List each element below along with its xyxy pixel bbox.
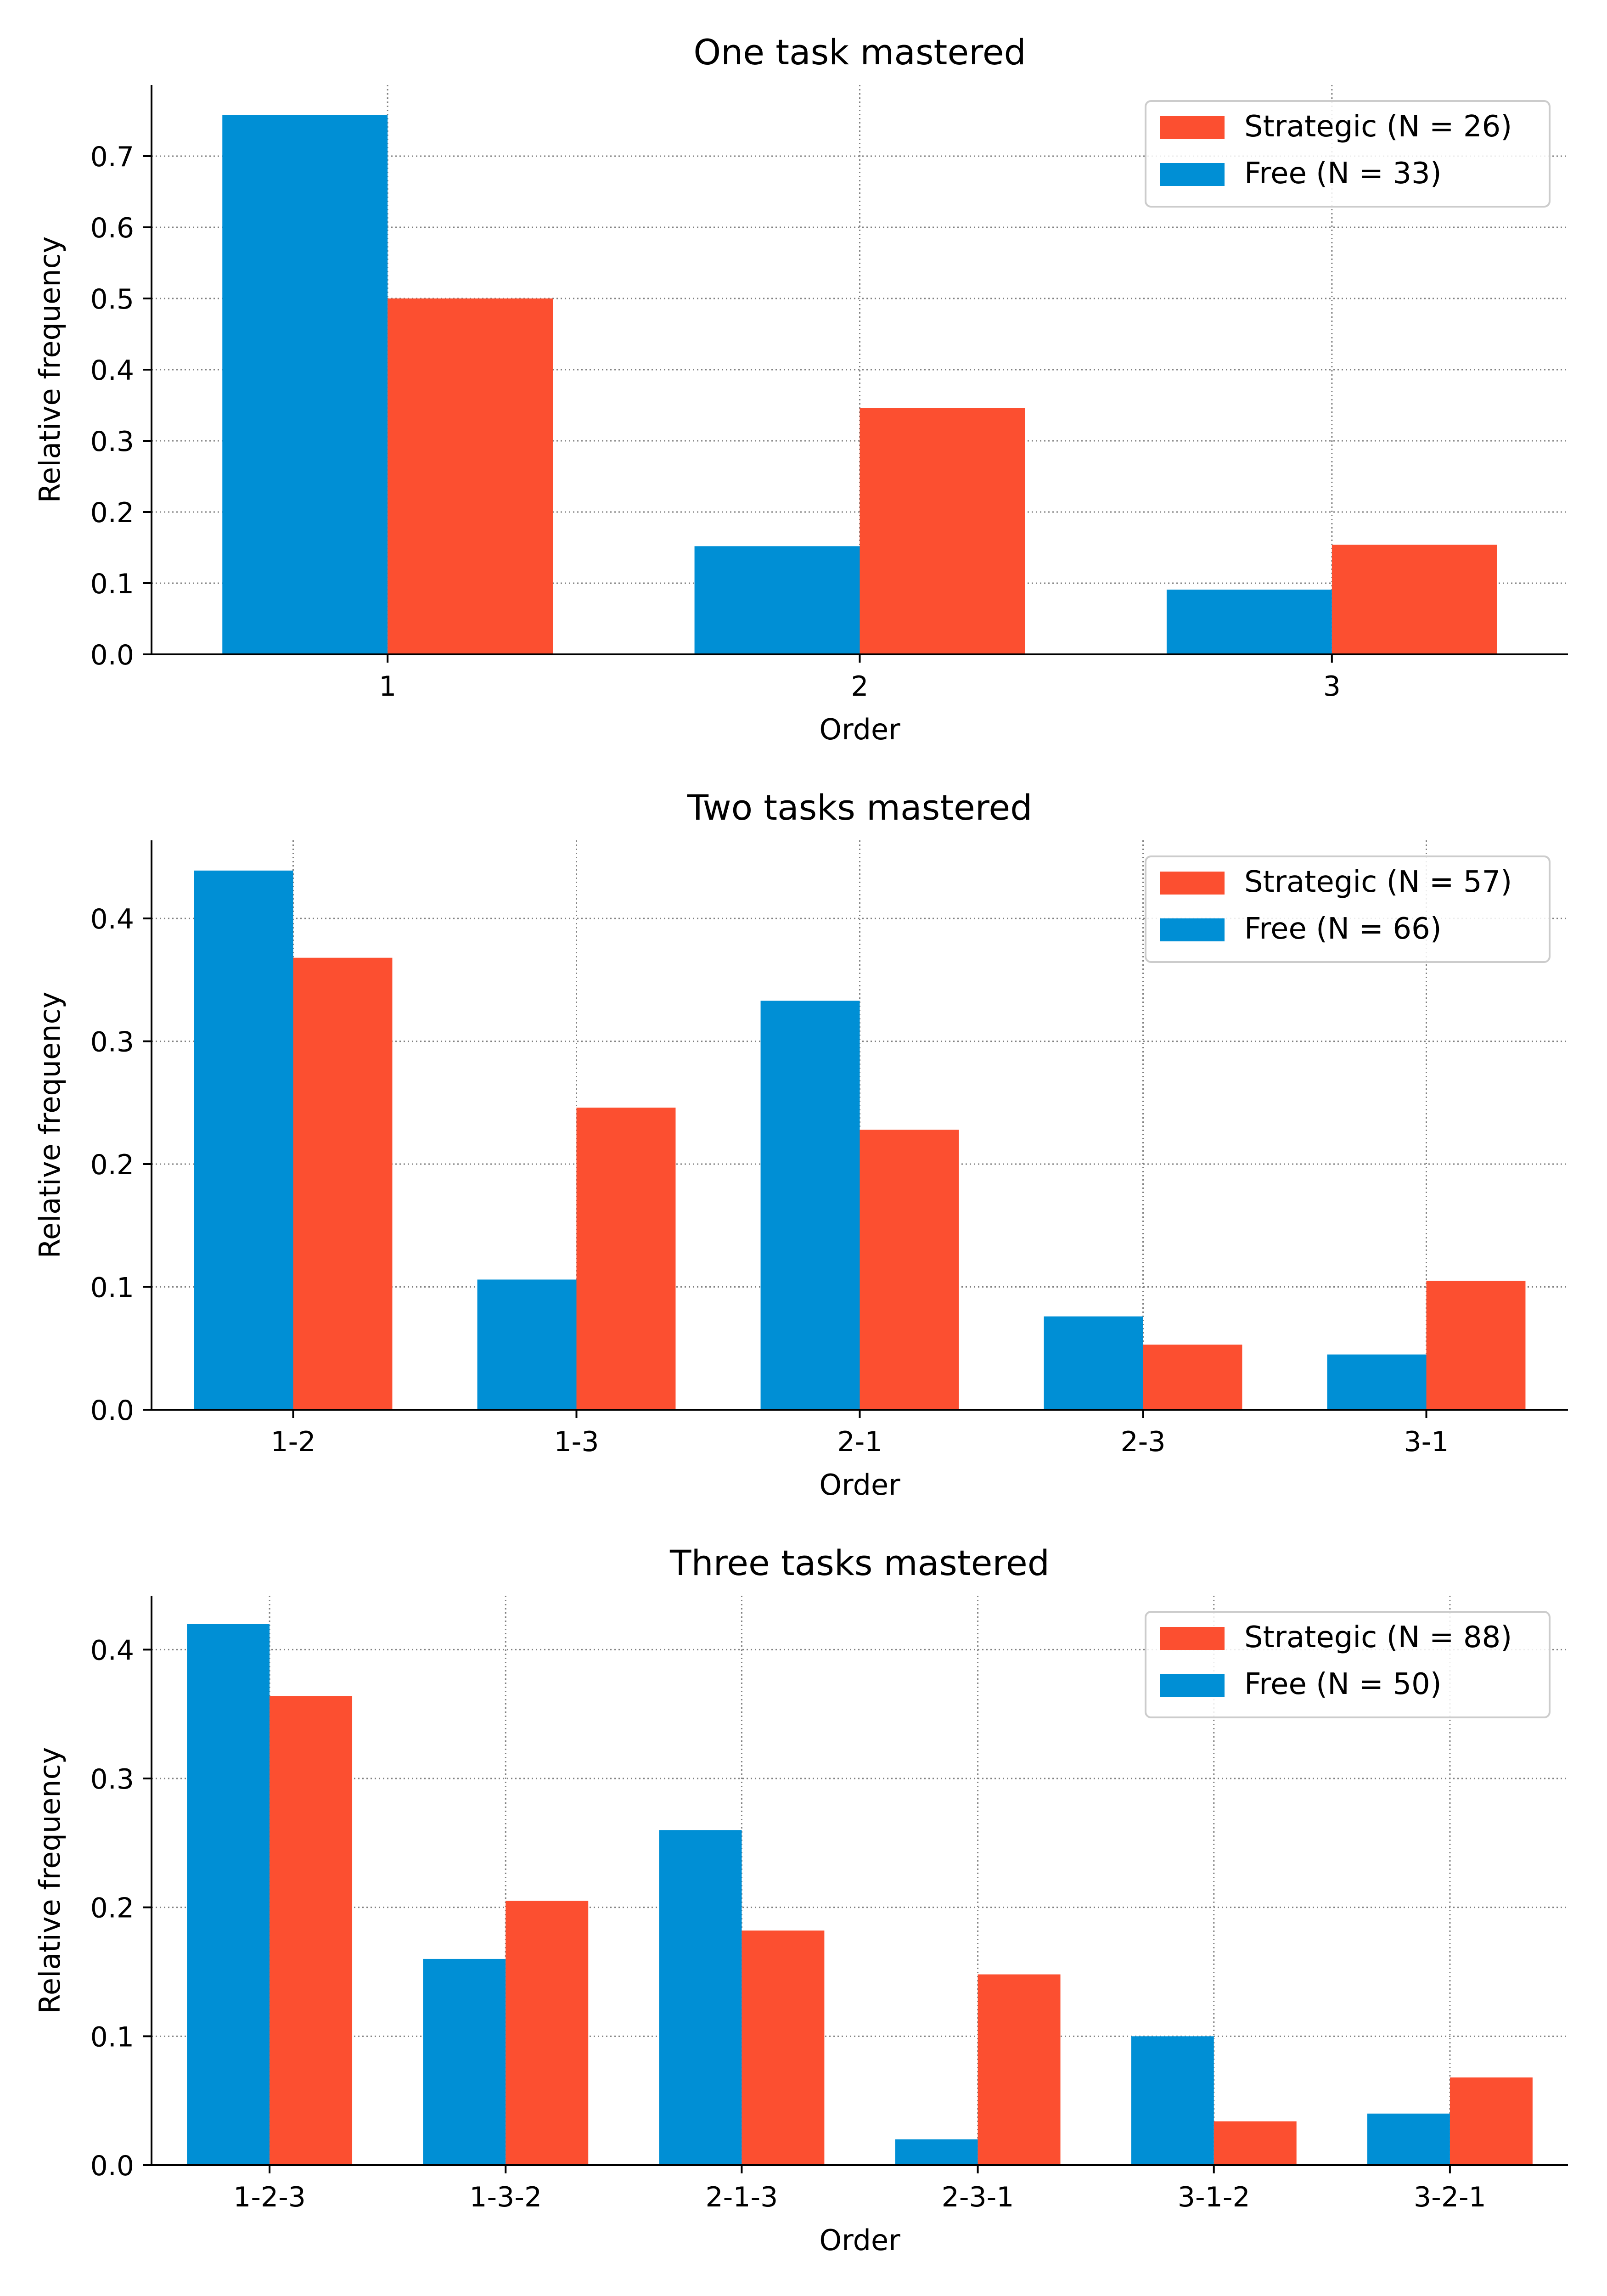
chart-title: One task mastered xyxy=(693,32,1026,73)
bar-strategic-1-2-3 xyxy=(270,1696,353,2165)
x-tick-label: 2-3 xyxy=(1121,1426,1166,1458)
bar-free-1-3 xyxy=(477,1279,577,1410)
y-axis-label: Relative frequency xyxy=(33,1747,67,2014)
legend-label-strategic: Strategic (N = 57) xyxy=(1244,865,1512,899)
bar-free-2-1 xyxy=(760,1001,860,1410)
x-tick-label: 2-1 xyxy=(837,1426,882,1458)
x-tick-label: 1-2 xyxy=(271,1426,316,1458)
y-tick-label: 0.1 xyxy=(90,2021,134,2053)
y-tick-label: 0.7 xyxy=(90,141,134,173)
x-axis-label: Order xyxy=(819,713,900,746)
chart-panel-3: 0.0 0.1 0.2 0.3 0.4 1-2-3 1-3-2 2-1-3 2-3-1 3-1-2… xyxy=(33,1542,1568,2257)
legend-label-free: Free (N = 66) xyxy=(1244,912,1442,946)
chart-title: Three tasks mastered xyxy=(669,1542,1050,1583)
legend-swatch-free xyxy=(1160,918,1225,941)
x-tick-label: 1 xyxy=(379,670,396,703)
x-tick-label: 2 xyxy=(851,670,868,703)
y-tick-label: 0.0 xyxy=(90,639,134,671)
y-tick-label: 0.3 xyxy=(90,1026,134,1058)
x-tick-label: 3 xyxy=(1323,670,1341,703)
bar-free-1-2 xyxy=(194,870,293,1410)
bar-strategic-2-3 xyxy=(1143,1345,1242,1410)
bar-free-1 xyxy=(222,115,388,655)
y-tick-label: 0.6 xyxy=(90,212,134,244)
bar-strategic-2-1-3 xyxy=(742,1930,825,2165)
bar-free-3-2-1 xyxy=(1367,2113,1450,2165)
y-tick-label: 0.3 xyxy=(90,426,134,458)
x-tick-label: 2-1-3 xyxy=(706,2181,778,2213)
y-axis-label: Relative frequency xyxy=(33,992,67,1259)
bar-free-1-3-2 xyxy=(423,1958,506,2165)
x-tick-label: 3-2-1 xyxy=(1414,2181,1486,2213)
bar-free-3-1-2 xyxy=(1131,2036,1214,2165)
legend-swatch-free xyxy=(1160,1674,1225,1697)
bar-free-2-1-3 xyxy=(659,1830,742,2165)
x-axis-label: Order xyxy=(819,1468,900,1502)
legend-label-free: Free (N = 50) xyxy=(1244,1667,1442,1701)
bar-free-1-2-3 xyxy=(187,1624,270,2165)
y-tick-label: 0.4 xyxy=(90,1634,134,1666)
legend-swatch-strategic xyxy=(1160,872,1225,895)
bar-strategic-3-1 xyxy=(1426,1281,1526,1410)
bar-strategic-3-1-2 xyxy=(1214,2121,1297,2165)
x-tick-label: 3-1-2 xyxy=(1178,2181,1250,2213)
bar-strategic-1-3 xyxy=(576,1108,676,1410)
chart-panel-2: 0.0 0.1 0.2 0.3 0.4 1-2 1-3 2-1 2-3 3-1 Two tasks … xyxy=(33,787,1568,1502)
y-tick-label: 0.0 xyxy=(90,1395,134,1427)
bar-strategic-1-2 xyxy=(293,957,393,1410)
legend-swatch-strategic xyxy=(1160,1627,1225,1650)
bar-free-3 xyxy=(1166,589,1332,654)
chart-title: Two tasks mastered xyxy=(687,787,1033,828)
bar-free-2-3 xyxy=(1044,1316,1143,1410)
y-axis-label: Relative frequency xyxy=(33,236,67,503)
bar-strategic-2-1 xyxy=(860,1130,959,1410)
legend-box xyxy=(1145,100,1551,208)
legend-label-strategic: Strategic (N = 26) xyxy=(1244,110,1512,144)
x-tick-label: 3-1 xyxy=(1404,1426,1449,1458)
legend-label-free: Free (N = 33) xyxy=(1244,157,1442,191)
y-tick-label: 0.5 xyxy=(90,283,134,315)
y-tick-label: 0.3 xyxy=(90,1763,134,1795)
legend-swatch-strategic xyxy=(1160,116,1225,139)
bar-strategic-3-2-1 xyxy=(1450,2077,1533,2165)
x-tick-label: 1-2-3 xyxy=(233,2181,306,2213)
bar-strategic-1-3-2 xyxy=(506,1901,589,2165)
y-tick-label: 0.1 xyxy=(90,568,134,600)
legend-box xyxy=(1145,855,1551,963)
y-tick-label: 0.4 xyxy=(90,355,134,387)
x-axis-label: Order xyxy=(819,2223,900,2257)
bar-free-2 xyxy=(694,546,860,654)
bar-strategic-2 xyxy=(860,408,1025,654)
chart-panel-1: 0.0 0.1 0.2 0.3 0.4 0.5 0.6 0.7 1 2 3 One task mast… xyxy=(33,32,1568,746)
y-tick-label: 0.0 xyxy=(90,2150,134,2182)
y-tick-label: 0.2 xyxy=(90,1149,134,1181)
bar-strategic-2-3-1 xyxy=(978,1974,1061,2165)
bar-free-2-3-1 xyxy=(895,2139,978,2165)
legend-label-strategic: Strategic (N = 88) xyxy=(1244,1621,1512,1654)
y-tick-label: 0.1 xyxy=(90,1272,134,1304)
x-tick-label: 1-3-2 xyxy=(469,2181,542,2213)
bar-strategic-1 xyxy=(388,298,553,654)
y-tick-label: 0.2 xyxy=(90,1892,134,1925)
y-tick-label: 0.4 xyxy=(90,903,134,935)
bar-free-3-1 xyxy=(1327,1354,1427,1410)
legend-box xyxy=(1145,1611,1551,1718)
y-tick-label: 0.2 xyxy=(90,497,134,529)
x-tick-label: 1-3 xyxy=(554,1426,599,1458)
x-tick-label: 2-3-1 xyxy=(942,2181,1014,2213)
bar-strategic-3 xyxy=(1332,545,1497,654)
legend-swatch-free xyxy=(1160,163,1225,186)
